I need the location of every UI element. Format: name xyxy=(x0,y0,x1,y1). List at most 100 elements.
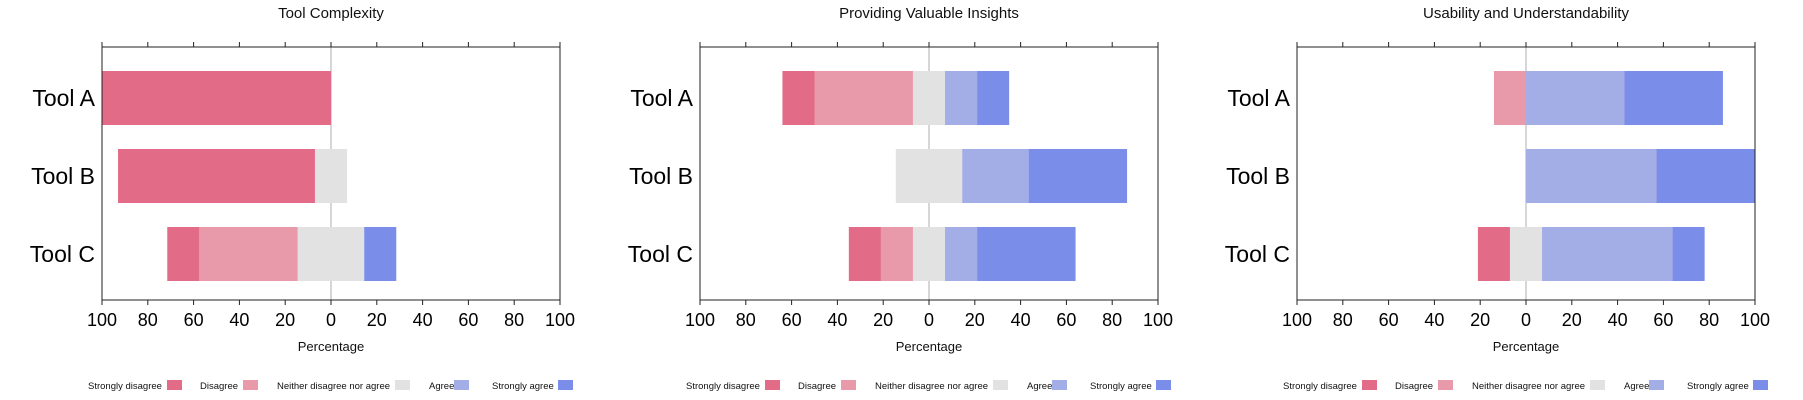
x-tick-label: 80 xyxy=(1699,310,1719,330)
bar-tool-c-disagree xyxy=(199,227,298,281)
x-axis-label: Percentage xyxy=(298,339,365,354)
legend-swatch-agree xyxy=(1649,380,1664,390)
x-tick-label: 0 xyxy=(326,310,336,330)
x-tick-label: 60 xyxy=(782,310,802,330)
bar-tool-c-strongly-agree xyxy=(1672,227,1705,281)
legend-swatch-strongly-agree xyxy=(558,380,573,390)
x-tick-label: 80 xyxy=(736,310,756,330)
bar-tool-b-strongly-agree xyxy=(1656,149,1755,203)
bar-tool-c-strongly-disagree xyxy=(1477,227,1510,281)
legend-swatch-neither-disagree-nor-agree xyxy=(993,380,1008,390)
legend-label-disagree: Disagree xyxy=(798,381,836,392)
legend-label-agree: Agree xyxy=(429,381,454,392)
legend-swatch-disagree xyxy=(1438,380,1453,390)
bar-tool-a-strongly-disagree xyxy=(102,71,331,125)
bar-tool-c-neutral xyxy=(297,227,365,281)
x-tick-label: 80 xyxy=(504,310,524,330)
bar-tool-c-neutral xyxy=(912,227,946,281)
legend-label-strongly-disagree: Strongly disagree xyxy=(1283,381,1357,392)
bar-tool-a-agree xyxy=(1526,71,1625,125)
x-tick-label: 80 xyxy=(1102,310,1122,330)
legend-swatch-strongly-disagree xyxy=(1362,380,1377,390)
legend-swatch-neither-disagree-nor-agree xyxy=(395,380,410,390)
bar-tool-a-agree xyxy=(945,71,978,125)
bar-tool-b-neutral xyxy=(895,149,963,203)
category-label: Tool C xyxy=(1225,241,1290,267)
legend-label-strongly-disagree: Strongly disagree xyxy=(88,381,162,392)
legend-label-strongly-agree: Strongly agree xyxy=(1687,381,1749,392)
x-axis-label: Percentage xyxy=(896,339,963,354)
legend: Strongly disagree Disagree Neither disagre… xyxy=(88,380,573,392)
category-label: Tool A xyxy=(630,85,693,111)
legend-swatch-agree xyxy=(454,380,469,390)
x-tick-label: 20 xyxy=(1562,310,1582,330)
legend-label-neither-disagree-nor-agree: Neither disagree nor agree xyxy=(1472,381,1585,392)
legend-label-neither-disagree-nor-agree: Neither disagree nor agree xyxy=(277,381,390,392)
chart-panel-2: Providing Valuable Insights Tool A Tool B T… xyxy=(628,5,1173,392)
category-label: Tool B xyxy=(629,163,693,189)
category-label: Tool A xyxy=(1227,85,1290,111)
legend-swatch-neither-disagree-nor-agree xyxy=(1590,380,1605,390)
bar-tool-a-strongly-agree xyxy=(1624,71,1723,125)
legend: Strongly disagree Disagree Neither disagre… xyxy=(1283,380,1768,392)
legend-swatch-strongly-disagree xyxy=(167,380,182,390)
x-tick-label: 20 xyxy=(1470,310,1490,330)
legend-label-disagree: Disagree xyxy=(200,381,238,392)
legend-label-strongly-disagree: Strongly disagree xyxy=(686,381,760,392)
x-tick-label: 20 xyxy=(275,310,295,330)
bar-tool-a-strongly-disagree xyxy=(782,71,815,125)
chart-title: Usability and Understandability xyxy=(1423,5,1629,22)
bar-tool-a-strongly-agree xyxy=(977,71,1010,125)
chart-title: Providing Valuable Insights xyxy=(839,5,1019,22)
x-tick-label: 100 xyxy=(87,310,117,330)
category-label: Tool A xyxy=(32,85,95,111)
bar-tool-c-strongly-agree xyxy=(364,227,397,281)
x-tick-label: 20 xyxy=(965,310,985,330)
bar-tool-b-agree xyxy=(962,149,1029,203)
x-tick-label: 100 xyxy=(545,310,575,330)
bar-tool-b-neutral xyxy=(314,149,348,203)
bar-tool-a-neutral xyxy=(912,71,946,125)
x-tick-label: 0 xyxy=(924,310,934,330)
bar-tool-c-strongly-disagree xyxy=(848,227,881,281)
legend-label-neither-disagree-nor-agree: Neither disagree nor agree xyxy=(875,381,988,392)
bar-tool-c-neutral xyxy=(1509,227,1543,281)
category-label: Tool C xyxy=(30,241,95,267)
x-tick-label: 100 xyxy=(685,310,715,330)
bar-tool-a-disagree xyxy=(1493,71,1526,125)
legend-label-disagree: Disagree xyxy=(1395,381,1433,392)
x-tick-label: 0 xyxy=(1521,310,1531,330)
x-tick-label: 60 xyxy=(1379,310,1399,330)
bar-tool-c-strongly-agree xyxy=(977,227,1076,281)
x-tick-label: 100 xyxy=(1282,310,1312,330)
bar-tool-c-agree xyxy=(945,227,978,281)
x-tick-label: 60 xyxy=(1056,310,1076,330)
x-tick-label: 60 xyxy=(184,310,204,330)
chart-panel-1: Tool Complexity Tool A Tool B Tool C 100 80 60… xyxy=(30,5,575,392)
x-tick-label: 60 xyxy=(458,310,478,330)
x-tick-label: 20 xyxy=(367,310,387,330)
x-tick-label: 20 xyxy=(873,310,893,330)
legend-label-agree: Agree xyxy=(1027,381,1052,392)
bar-tool-c-disagree xyxy=(880,227,913,281)
category-label: Tool B xyxy=(31,163,95,189)
legend-label-strongly-agree: Strongly agree xyxy=(1090,381,1152,392)
x-tick-label: 40 xyxy=(229,310,249,330)
x-tick-label: 40 xyxy=(1608,310,1628,330)
x-tick-label: 100 xyxy=(1740,310,1770,330)
x-tick-label: 40 xyxy=(827,310,847,330)
legend: Strongly disagree Disagree Neither disagre… xyxy=(686,380,1171,392)
legend-swatch-strongly-agree xyxy=(1156,380,1171,390)
bar-tool-c-agree xyxy=(1542,227,1673,281)
category-label: Tool B xyxy=(1226,163,1290,189)
x-tick-label: 100 xyxy=(1143,310,1173,330)
bar-tool-b-strongly-disagree xyxy=(118,149,315,203)
legend-swatch-strongly-disagree xyxy=(765,380,780,390)
bar-tool-b-agree xyxy=(1526,149,1657,203)
legend-swatch-disagree xyxy=(841,380,856,390)
x-axis-label: Percentage xyxy=(1493,339,1560,354)
bar-tool-b-strongly-agree xyxy=(1028,149,1128,203)
legend-label-strongly-agree: Strongly agree xyxy=(492,381,554,392)
legend-label-agree: Agree xyxy=(1624,381,1649,392)
